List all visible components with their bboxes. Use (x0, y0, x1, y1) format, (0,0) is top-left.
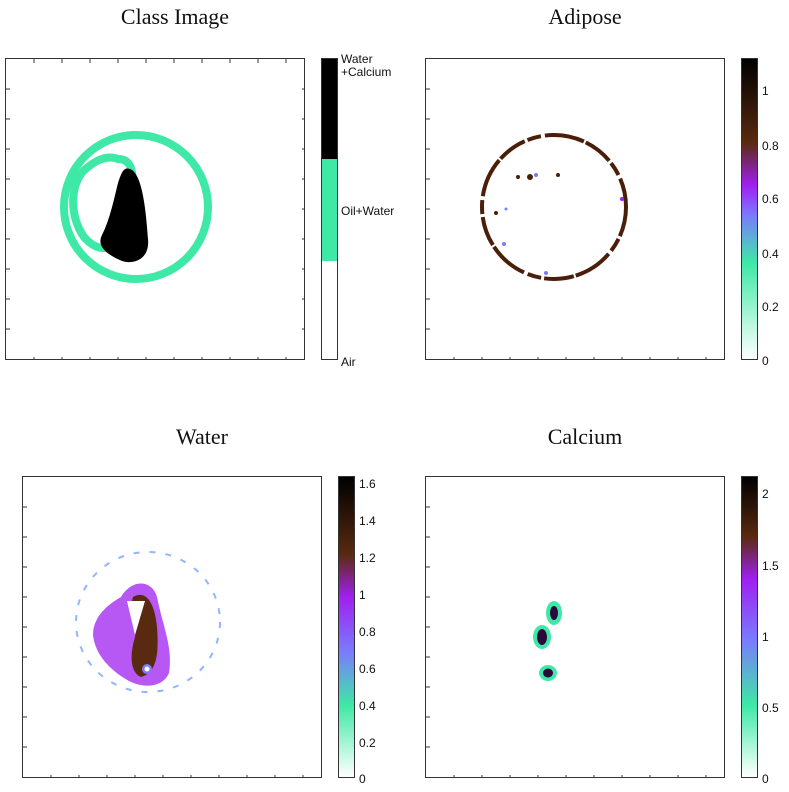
calcium-tick-2: 1 (762, 630, 769, 644)
water-colorbar (338, 476, 355, 778)
water-faint-ring (75, 551, 221, 693)
class-oil-water-swatch (322, 159, 337, 261)
adipose-plot (425, 58, 725, 360)
calcium-tick-3: 1.5 (762, 559, 779, 573)
class-air-swatch (322, 261, 337, 359)
adipose-tick-4: 0.8 (762, 139, 779, 153)
adipose-colorbar (741, 58, 758, 360)
adipose-tick-1: 0.2 (762, 300, 779, 314)
water-tick-8: 1.6 (359, 477, 376, 491)
class-image-colorbar (321, 58, 338, 360)
adipose-tick-0: 0 (762, 354, 769, 368)
class-label-oil-water: Oil+Water (341, 204, 395, 218)
adipose-title: Adipose (548, 4, 622, 29)
water-tick-3: 0.6 (359, 662, 376, 676)
adipose-tick-5: 1 (762, 84, 769, 98)
calcium-colorbar (741, 476, 758, 778)
calcium-tick-1: 0.5 (762, 701, 779, 715)
outer-ring (60, 131, 212, 283)
water-calcium-region (100, 168, 149, 263)
calcium-tick-4: 2 (762, 487, 769, 501)
water-tick-1: 0.2 (359, 736, 376, 750)
class-label-water-calcium: Water +Calcium (341, 52, 392, 79)
class-image-plot (5, 58, 305, 360)
water-tick-6: 1.2 (359, 551, 376, 565)
water-plot (22, 476, 322, 778)
water-tick-4: 0.8 (359, 625, 376, 639)
calcium-title: Calcium (547, 424, 623, 449)
water-tick-0: 0 (359, 772, 366, 786)
calcium-tick-0: 0 (762, 772, 769, 786)
water-tick-5: 1 (359, 588, 366, 602)
water-region (93, 583, 170, 686)
tick-marks (6, 59, 304, 359)
calcium-plot (425, 476, 725, 778)
water-tick-2: 0.4 (359, 699, 376, 713)
water-hole (127, 601, 145, 635)
class-image-title: Class Image (120, 4, 230, 29)
adipose-tick-3: 0.6 (762, 192, 779, 206)
water-tick-7: 1.4 (359, 514, 376, 528)
class-water-calcium-swatch (322, 59, 337, 159)
adipose-ring (480, 133, 628, 281)
adipose-tick-2: 0.4 (762, 247, 779, 261)
calcium-spots (533, 601, 562, 681)
water-title: Water (176, 424, 228, 449)
class-label-air: Air (341, 355, 356, 369)
